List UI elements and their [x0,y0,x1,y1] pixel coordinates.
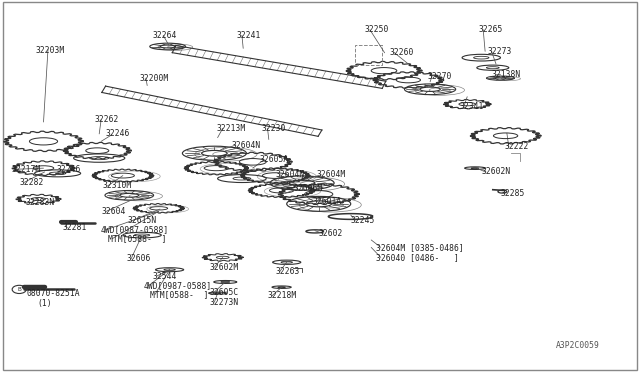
Text: 32213M: 32213M [216,124,246,133]
Text: 32341: 32341 [460,102,484,110]
Text: 32200M: 32200M [140,74,169,83]
Text: 32222: 32222 [504,142,529,151]
Text: 32246: 32246 [56,165,81,174]
Text: 32217M: 32217M [12,165,41,174]
Text: 32230: 32230 [261,124,285,133]
Text: B: B [17,287,21,292]
Text: 32245: 32245 [351,216,375,225]
Text: 32604M [0385-0486]: 32604M [0385-0486] [376,243,464,252]
Text: 32270: 32270 [428,72,452,81]
Text: 32605C: 32605C [210,288,239,296]
Text: 32602N: 32602N [481,167,511,176]
Text: 32602: 32602 [319,229,343,238]
Text: 4WD[0987-0588]: 4WD[0987-0588] [101,225,170,234]
Text: 32281: 32281 [63,223,87,232]
Bar [355,45,382,65]
Text: 32138N: 32138N [492,70,521,79]
Text: 4WD[0987-0588]: 4WD[0987-0588] [144,281,212,290]
Text: 32606: 32606 [127,254,151,263]
Text: 32273N: 32273N [210,298,239,307]
Text: 32544: 32544 [152,272,177,280]
Text: 32283N: 32283N [26,198,55,207]
Text: 32285: 32285 [500,189,525,198]
Text: 32282: 32282 [19,178,44,187]
Text: 32246: 32246 [106,129,130,138]
Text: 32260: 32260 [389,48,413,57]
Text: 32264: 32264 [152,31,177,40]
Text: 32262: 32262 [95,115,119,124]
Text: MTM[0588-  ]: MTM[0588- ] [108,234,166,243]
Text: 32310M: 32310M [102,182,132,190]
Text: 32615N: 32615N [128,216,157,225]
Text: 32218M: 32218M [268,291,297,300]
Text: (1): (1) [37,299,52,308]
Text: 32602M: 32602M [210,263,239,272]
Text: 32605A: 32605A [259,155,289,164]
Text: A3P2C0059: A3P2C0059 [556,341,600,350]
Text: 32606M: 32606M [293,184,323,193]
Text: 08070-8251A: 08070-8251A [27,289,81,298]
Text: MTM[0588-  ]: MTM[0588- ] [150,290,209,299]
Text: 32241: 32241 [237,31,261,40]
Text: 32604N: 32604N [275,170,305,179]
Text: 32601A: 32601A [312,197,342,206]
Text: 32263: 32263 [275,267,300,276]
Text: 32604M: 32604M [317,170,346,179]
Text: 326040 [0486-   ]: 326040 [0486- ] [376,253,459,262]
Text: 32273: 32273 [488,47,512,56]
Text: 32250: 32250 [365,25,389,34]
Text: 32265: 32265 [479,25,503,34]
Text: 32604: 32604 [101,207,125,216]
Text: 32203M: 32203M [35,46,65,55]
Text: 32604N: 32604N [232,141,261,150]
